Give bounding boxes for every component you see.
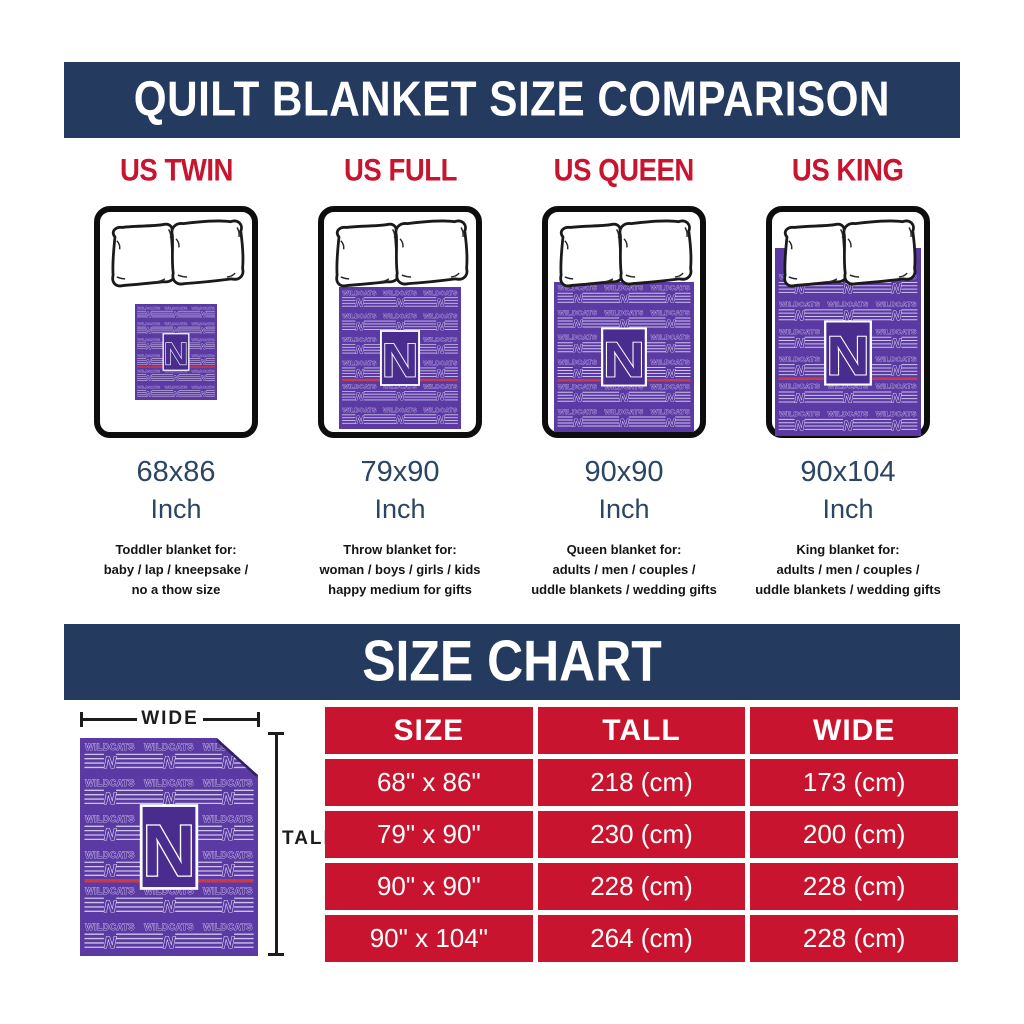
dimension-text: 79x90 [360,456,440,488]
unit-text: Inch [150,494,202,524]
table-cell: 228 (cm) [750,915,958,962]
dimension-text: 90x104 [800,456,896,488]
table-cell: 90" x 90" [325,863,533,910]
size-column-us-twin: US TWIN 68x86 Inch Toddler blanket for: … [64,152,288,600]
table-cell: 228 (cm) [537,863,746,910]
size-comparison-row: US TWIN 68x86 Inch Toddler blanket for: … [64,152,960,600]
size-column-us-full: US FULL 79x90 Inch Throw blanket for: wo… [288,152,512,600]
header-banner: QUILT BLANKET SIZE COMPARISON [64,62,960,138]
table-header-cell: WIDE [750,707,958,754]
wide-label: WIDE [141,708,199,729]
blanket-preview [339,287,461,429]
pillows-icon [783,219,917,288]
blanket-preview [135,304,217,400]
wide-measure-arrow: WIDE [80,708,261,729]
table-cell: 218 (cm) [537,759,746,806]
unit-text: Inch [374,494,426,524]
bed-illustration [318,206,482,438]
blanket-pattern [135,304,217,400]
bed-illustration [542,206,706,438]
unit-text: Inch [598,494,650,524]
size-description: Toddler blanket for: baby / lap / kneeps… [103,542,249,597]
size-description: Queen blanket for: adults / men / couple… [531,542,717,597]
size-column-us-queen: US QUEEN 90x90 Inch Queen blanket for: a… [512,152,736,600]
size-description: Throw blanket for: woman / boys / girls … [319,542,481,597]
blanket-preview [554,282,694,432]
bed-illustration [94,206,258,438]
blanket-diagram [80,738,258,956]
table-cell: 230 (cm) [537,811,746,858]
blanket-pattern [80,738,258,956]
size-label: US KING [792,153,904,189]
size-chart-table: SIZE TALL WIDE 68" x 86" 218 (cm) 173 (c… [325,707,958,962]
measurement-diagram: WIDE TALL [64,706,338,964]
table-cell: 228 (cm) [750,863,958,910]
table-cell: 90" x 104" [325,915,533,962]
table-cell: 68" x 86" [325,759,533,806]
table-header-cell: TALL [537,707,746,754]
pillows-icon [559,219,693,288]
unit-text: Inch [822,494,874,524]
pillows-icon [335,219,469,288]
table-cell: 264 (cm) [537,915,746,962]
size-label: US FULL [343,153,457,189]
table-cell: 79" x 90" [325,811,533,858]
size-column-us-king: US KING 90x104 Inch King blanket for: ad… [736,152,960,600]
dimension-text: 68x86 [136,456,216,488]
table-header-cell: SIZE [325,707,533,754]
blanket-pattern [554,282,694,432]
table-cell: 200 (cm) [750,811,958,858]
dimension-text: 90x90 [584,456,664,488]
size-label: US QUEEN [553,153,695,189]
size-description: King blanket for: adults / men / couples… [755,542,941,597]
table-cell: 173 (cm) [750,759,958,806]
tall-measure-arrow [268,732,284,956]
blanket-pattern [339,287,461,429]
pillows-icon [111,219,245,288]
size-chart-title: SIZE CHART [362,630,662,694]
size-label: US TWIN [119,153,233,189]
page-title: QUILT BLANKET SIZE COMPARISON [133,72,891,127]
size-chart-banner: SIZE CHART [64,624,960,700]
bed-illustration [766,206,930,438]
